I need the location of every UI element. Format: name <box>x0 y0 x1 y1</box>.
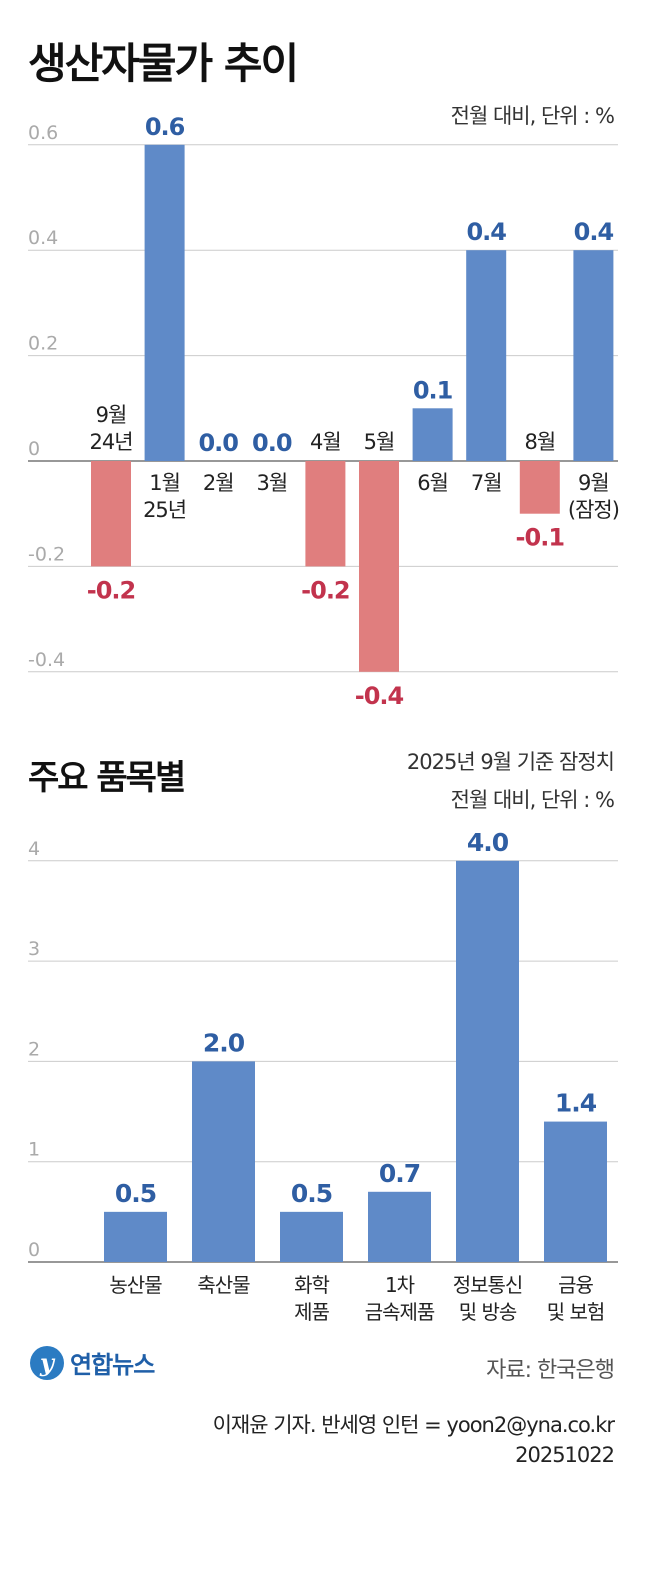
value-label: 1.4 <box>555 1089 597 1118</box>
bar <box>412 408 453 461</box>
value-label: -0.2 <box>87 576 135 604</box>
bar <box>144 144 185 462</box>
category-label: 9월 <box>578 471 609 495</box>
bar <box>544 1121 607 1262</box>
chart1-unit-note: 전월 대비, 단위 : % <box>450 104 615 128</box>
chart2-title: 주요 품목별 <box>28 758 186 798</box>
category-label: 1차 <box>385 1273 415 1297</box>
y-tick-label: 0 <box>28 438 40 460</box>
y-tick-label: 0.6 <box>28 122 58 144</box>
y-tick-label: -0.2 <box>28 543 65 565</box>
y-tick-label: 4 <box>28 838 40 860</box>
y-tick-label: 2 <box>28 1038 40 1060</box>
value-label: 0.0 <box>198 429 238 457</box>
y-tick-label: 1 <box>28 1139 40 1161</box>
yonhap-logo-text: 연합뉴스 <box>70 1351 155 1379</box>
bar <box>104 1211 167 1262</box>
source-text: 자료: 한국은행 <box>486 1358 615 1383</box>
category-label: 금속제품 <box>365 1300 435 1324</box>
bar <box>359 461 399 672</box>
category-label: 및 방송 <box>459 1300 517 1324</box>
bar <box>91 461 131 567</box>
bar <box>280 1211 343 1262</box>
category-label: 축산물 <box>197 1273 250 1297</box>
y-tick-label: 0.2 <box>28 333 58 355</box>
value-label: 0.4 <box>574 218 614 246</box>
y-tick-label: 0.4 <box>28 227 58 249</box>
chart2-unit-note: 전월 대비, 단위 : % <box>450 788 615 812</box>
category-label: 제품 <box>294 1300 329 1324</box>
category-label: 화학 <box>294 1273 329 1297</box>
value-label: 0.0 <box>252 429 292 457</box>
y-tick-label: -0.4 <box>28 649 65 671</box>
category-label: (잠정) <box>568 498 619 522</box>
category-label: 1월 <box>149 471 180 495</box>
category-label: 농산물 <box>109 1273 162 1297</box>
value-label: -0.4 <box>355 682 404 710</box>
value-label: 0.5 <box>291 1179 332 1208</box>
value-label: -0.2 <box>301 576 349 604</box>
value-label: 0.1 <box>413 376 453 404</box>
value-label: -0.1 <box>516 524 565 552</box>
bar <box>519 461 560 514</box>
chart2-basis-note: 2025년 9월 기준 잠정치 <box>406 750 615 774</box>
category-label: 및 보험 <box>547 1300 605 1324</box>
bar <box>192 1061 255 1262</box>
category-label: 24년 <box>89 430 132 454</box>
value-label: 0.4 <box>466 218 506 246</box>
category-label: 8월 <box>524 430 555 454</box>
y-tick-label: 0 <box>28 1239 40 1261</box>
y-tick-label: 3 <box>28 938 40 960</box>
value-label: 0.5 <box>115 1179 156 1208</box>
category-label: 25년 <box>143 498 186 522</box>
bar <box>573 250 614 461</box>
category-label: 3월 <box>256 471 287 495</box>
yonhap-logo-mark-icon: y <box>30 1345 64 1380</box>
credit-text: 이재윤 기자. 반세영 인턴 = yoon2@yna.co.kr <box>212 1413 615 1437</box>
value-label: 0.7 <box>379 1159 420 1188</box>
monthly-ppi-chart: 0.6 0.4 0.2 0 -0.2 -0.4 -0.2 9월 24년 0.6 1월 25년 0.0 2월… <box>28 113 620 710</box>
value-label: 2.0 <box>203 1028 245 1057</box>
category-label: 4월 <box>310 430 341 454</box>
category-label: 6월 <box>417 471 448 495</box>
bar <box>368 1191 431 1262</box>
category-label: 정보통신 <box>453 1273 523 1297</box>
bar <box>305 461 346 567</box>
yonhap-logo: y 연합뉴스 <box>30 1345 155 1380</box>
bar <box>456 860 519 1262</box>
value-label: 4.0 <box>467 828 509 857</box>
category-label: 금융 <box>558 1273 593 1297</box>
category-label: 2월 <box>203 471 234 495</box>
bar <box>466 250 507 461</box>
chart1-title: 생산자물가 추이 <box>28 39 299 88</box>
date-text: 20251022 <box>515 1443 615 1467</box>
category-label: 5월 <box>364 430 395 454</box>
credit-block: 이재윤 기자. 반세영 인턴 = yoon2@yna.co.kr 2025102… <box>212 1410 615 1470</box>
category-label: 9월 <box>96 403 127 427</box>
value-label: 0.6 <box>145 113 185 141</box>
category-label: 7월 <box>471 471 502 495</box>
